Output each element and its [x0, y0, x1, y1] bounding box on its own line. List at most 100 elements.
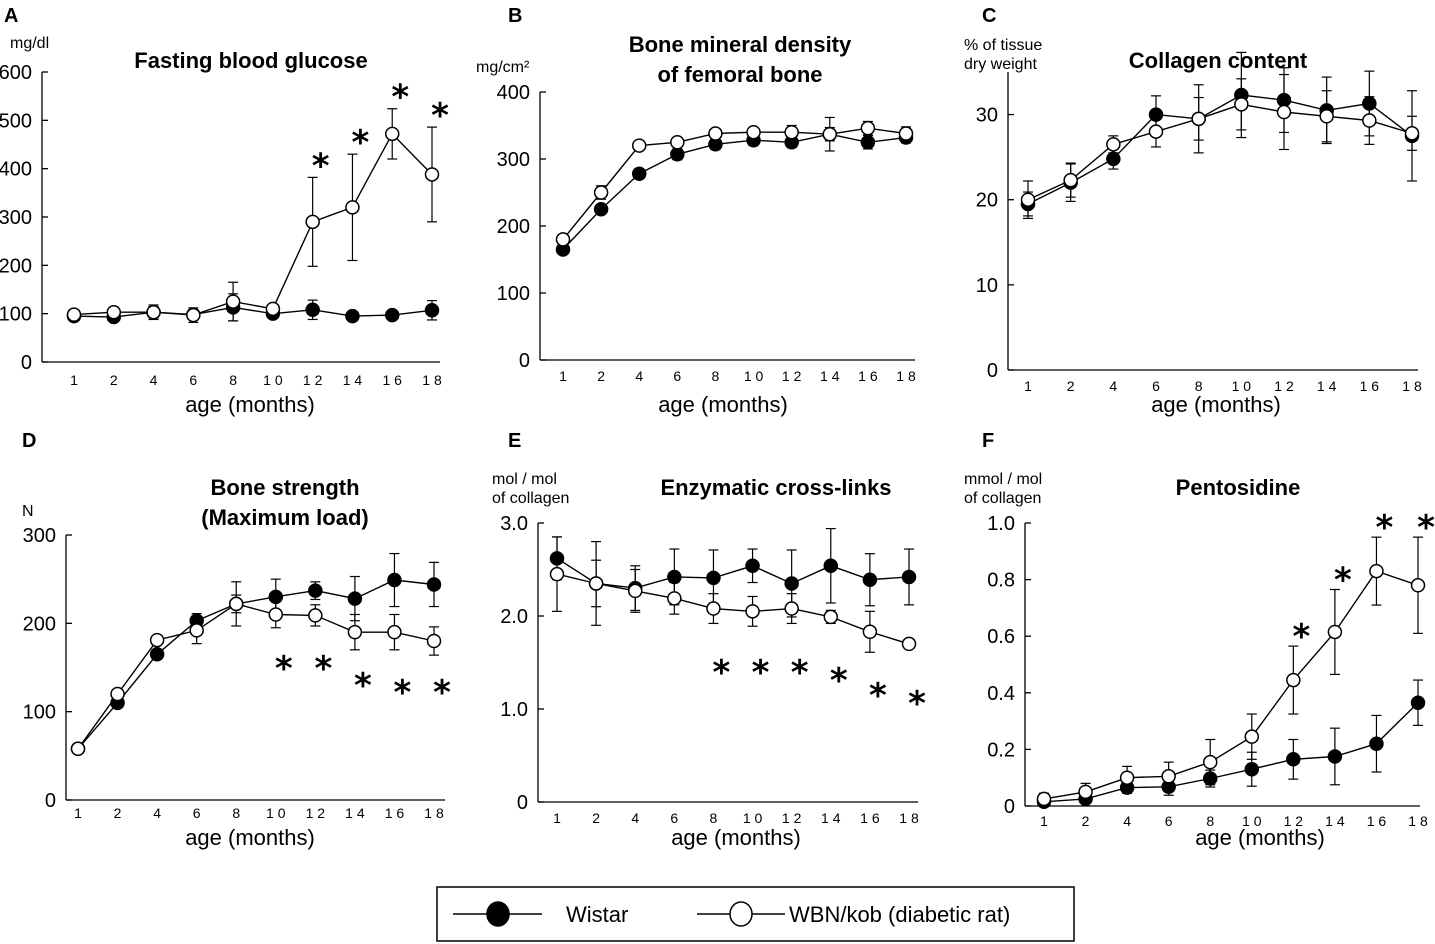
- data-point-wbn-kob: [862, 624, 878, 640]
- x-tick-label: 6: [189, 372, 197, 388]
- data-point-wbn-kob: [186, 307, 201, 323]
- significance-star: *: [354, 666, 372, 706]
- x-tick-label: 2: [110, 372, 118, 388]
- y-unit-label: mg/dl: [10, 35, 49, 52]
- y-unit-line: mmol / mol: [964, 471, 1042, 488]
- significance-star: *: [830, 661, 848, 701]
- x-tick-label: 1 8: [1402, 378, 1422, 394]
- significance-star: *: [908, 684, 926, 724]
- data-point-wbn-kob: [822, 126, 838, 142]
- data-point-wistar: [1286, 752, 1301, 767]
- x-tick-label: 1 8: [896, 368, 916, 384]
- data-point-wistar: [308, 583, 323, 598]
- x-tick-label: 1 6: [1360, 378, 1380, 394]
- data-point-wbn-kob: [426, 633, 442, 649]
- chart-title: Collagen content: [1129, 48, 1308, 73]
- data-point-wbn-kob: [901, 636, 917, 652]
- data-point-wistar: [860, 135, 876, 150]
- series-line-wistar: [556, 557, 910, 589]
- y-tick-label: 1.0: [987, 513, 1015, 535]
- data-point-wistar: [593, 202, 609, 217]
- panel-letter: F: [982, 430, 994, 452]
- series-line-wistar: [1043, 702, 1419, 803]
- x-tick-label: 1 2: [1284, 813, 1304, 829]
- data-point-wistar: [1369, 736, 1384, 751]
- x-tick-label: 1: [70, 372, 78, 388]
- x-tick-label: 2: [1067, 378, 1075, 394]
- data-point-wistar: [387, 572, 402, 588]
- panel-b: B Bone mineral density of femoral bone mg/c…: [476, 5, 916, 417]
- significance-star: *: [433, 673, 451, 713]
- series-line-wbn-kob: [77, 603, 435, 750]
- panel-letter: B: [508, 5, 522, 27]
- data-point-wbn-kob: [106, 304, 122, 320]
- y-unit-label: % of tissue dry weight: [964, 37, 1042, 73]
- x-tick-label: 4: [631, 810, 639, 826]
- x-tick-label: 6: [1165, 813, 1173, 829]
- y-tick-label: 200: [0, 255, 32, 277]
- x-tick-label: 1 4: [821, 810, 841, 826]
- y-unit-label: mmol / mol of collagen: [964, 471, 1042, 507]
- x-tick-label: 1 6: [1367, 813, 1387, 829]
- significance-star: *: [1417, 508, 1435, 548]
- series-line-wbn-kob: [1043, 570, 1419, 800]
- data-point-wistar: [149, 647, 165, 662]
- data-point-wistar: [345, 308, 360, 324]
- data-point-wbn-kob: [1020, 192, 1036, 207]
- y-unit-label: mol / mol of collagen: [492, 471, 569, 507]
- x-tick-label: 1 4: [1325, 813, 1345, 829]
- panel-letter: E: [508, 430, 521, 452]
- data-point-wbn-kob: [345, 200, 360, 215]
- data-point-wistar: [1362, 96, 1377, 111]
- y-tick-label: 0: [21, 352, 32, 374]
- series-line-wistar: [77, 579, 435, 750]
- x-tick-label: 1 2: [303, 372, 323, 388]
- series-line-wistar: [562, 133, 907, 250]
- series-line-wistar: [73, 306, 433, 318]
- x-tick-label: 1 0: [263, 372, 283, 388]
- data-point-wbn-kob: [1404, 126, 1420, 141]
- data-point-wistar: [384, 307, 400, 323]
- y-tick-label: 0: [517, 792, 528, 814]
- x-tick-label: 1: [74, 805, 82, 821]
- significance-star: *: [391, 78, 409, 118]
- x-tick-label: 1 6: [860, 810, 880, 826]
- x-tick-label: 4: [150, 372, 158, 388]
- data-point-wbn-kob: [708, 126, 723, 141]
- significance-star: *: [713, 653, 731, 693]
- legend-label-wistar: Wistar: [566, 902, 628, 927]
- x-tick-label: 4: [153, 805, 161, 821]
- panel-letter: A: [4, 5, 18, 27]
- data-point-wistar: [784, 576, 799, 591]
- x-tick-label: 1 4: [820, 368, 840, 384]
- x-tick-label: 6: [193, 805, 201, 821]
- data-point-wbn-kob: [308, 608, 323, 623]
- x-axis-label: age (months): [658, 392, 788, 417]
- data-point-wbn-kob: [424, 167, 440, 182]
- x-tick-label: 4: [1109, 378, 1117, 394]
- data-point-wistar: [1244, 761, 1260, 777]
- x-tick-label: 8: [232, 805, 240, 821]
- data-point-wbn-kob: [268, 607, 284, 622]
- x-tick-label: 4: [635, 368, 643, 384]
- y-tick-label: 200: [497, 216, 530, 238]
- significance-star: *: [791, 653, 809, 693]
- data-point-wbn-kob: [1161, 769, 1176, 784]
- data-point-wbn-kob: [593, 185, 609, 200]
- y-tick-label: 30: [976, 105, 998, 127]
- x-tick-label: 4: [1123, 813, 1131, 829]
- data-point-wbn-kob: [549, 566, 565, 582]
- data-point-wbn-kob: [70, 741, 86, 757]
- panel-letter: C: [982, 5, 996, 27]
- data-point-wbn-kob: [1286, 672, 1301, 688]
- y-unit-label: mg/cm²: [476, 59, 530, 76]
- x-tick-label: 1 2: [782, 368, 802, 384]
- data-point-wbn-kob: [1119, 770, 1135, 785]
- significance-star: *: [431, 96, 449, 136]
- x-tick-label: 1: [559, 368, 567, 384]
- data-point-wbn-kob: [898, 126, 914, 141]
- series-line-wbn-kob: [73, 132, 433, 316]
- series-line-wbn-kob: [1027, 103, 1413, 201]
- x-tick-label: 1 2: [782, 810, 802, 826]
- x-tick-label: 1 8: [1408, 813, 1428, 829]
